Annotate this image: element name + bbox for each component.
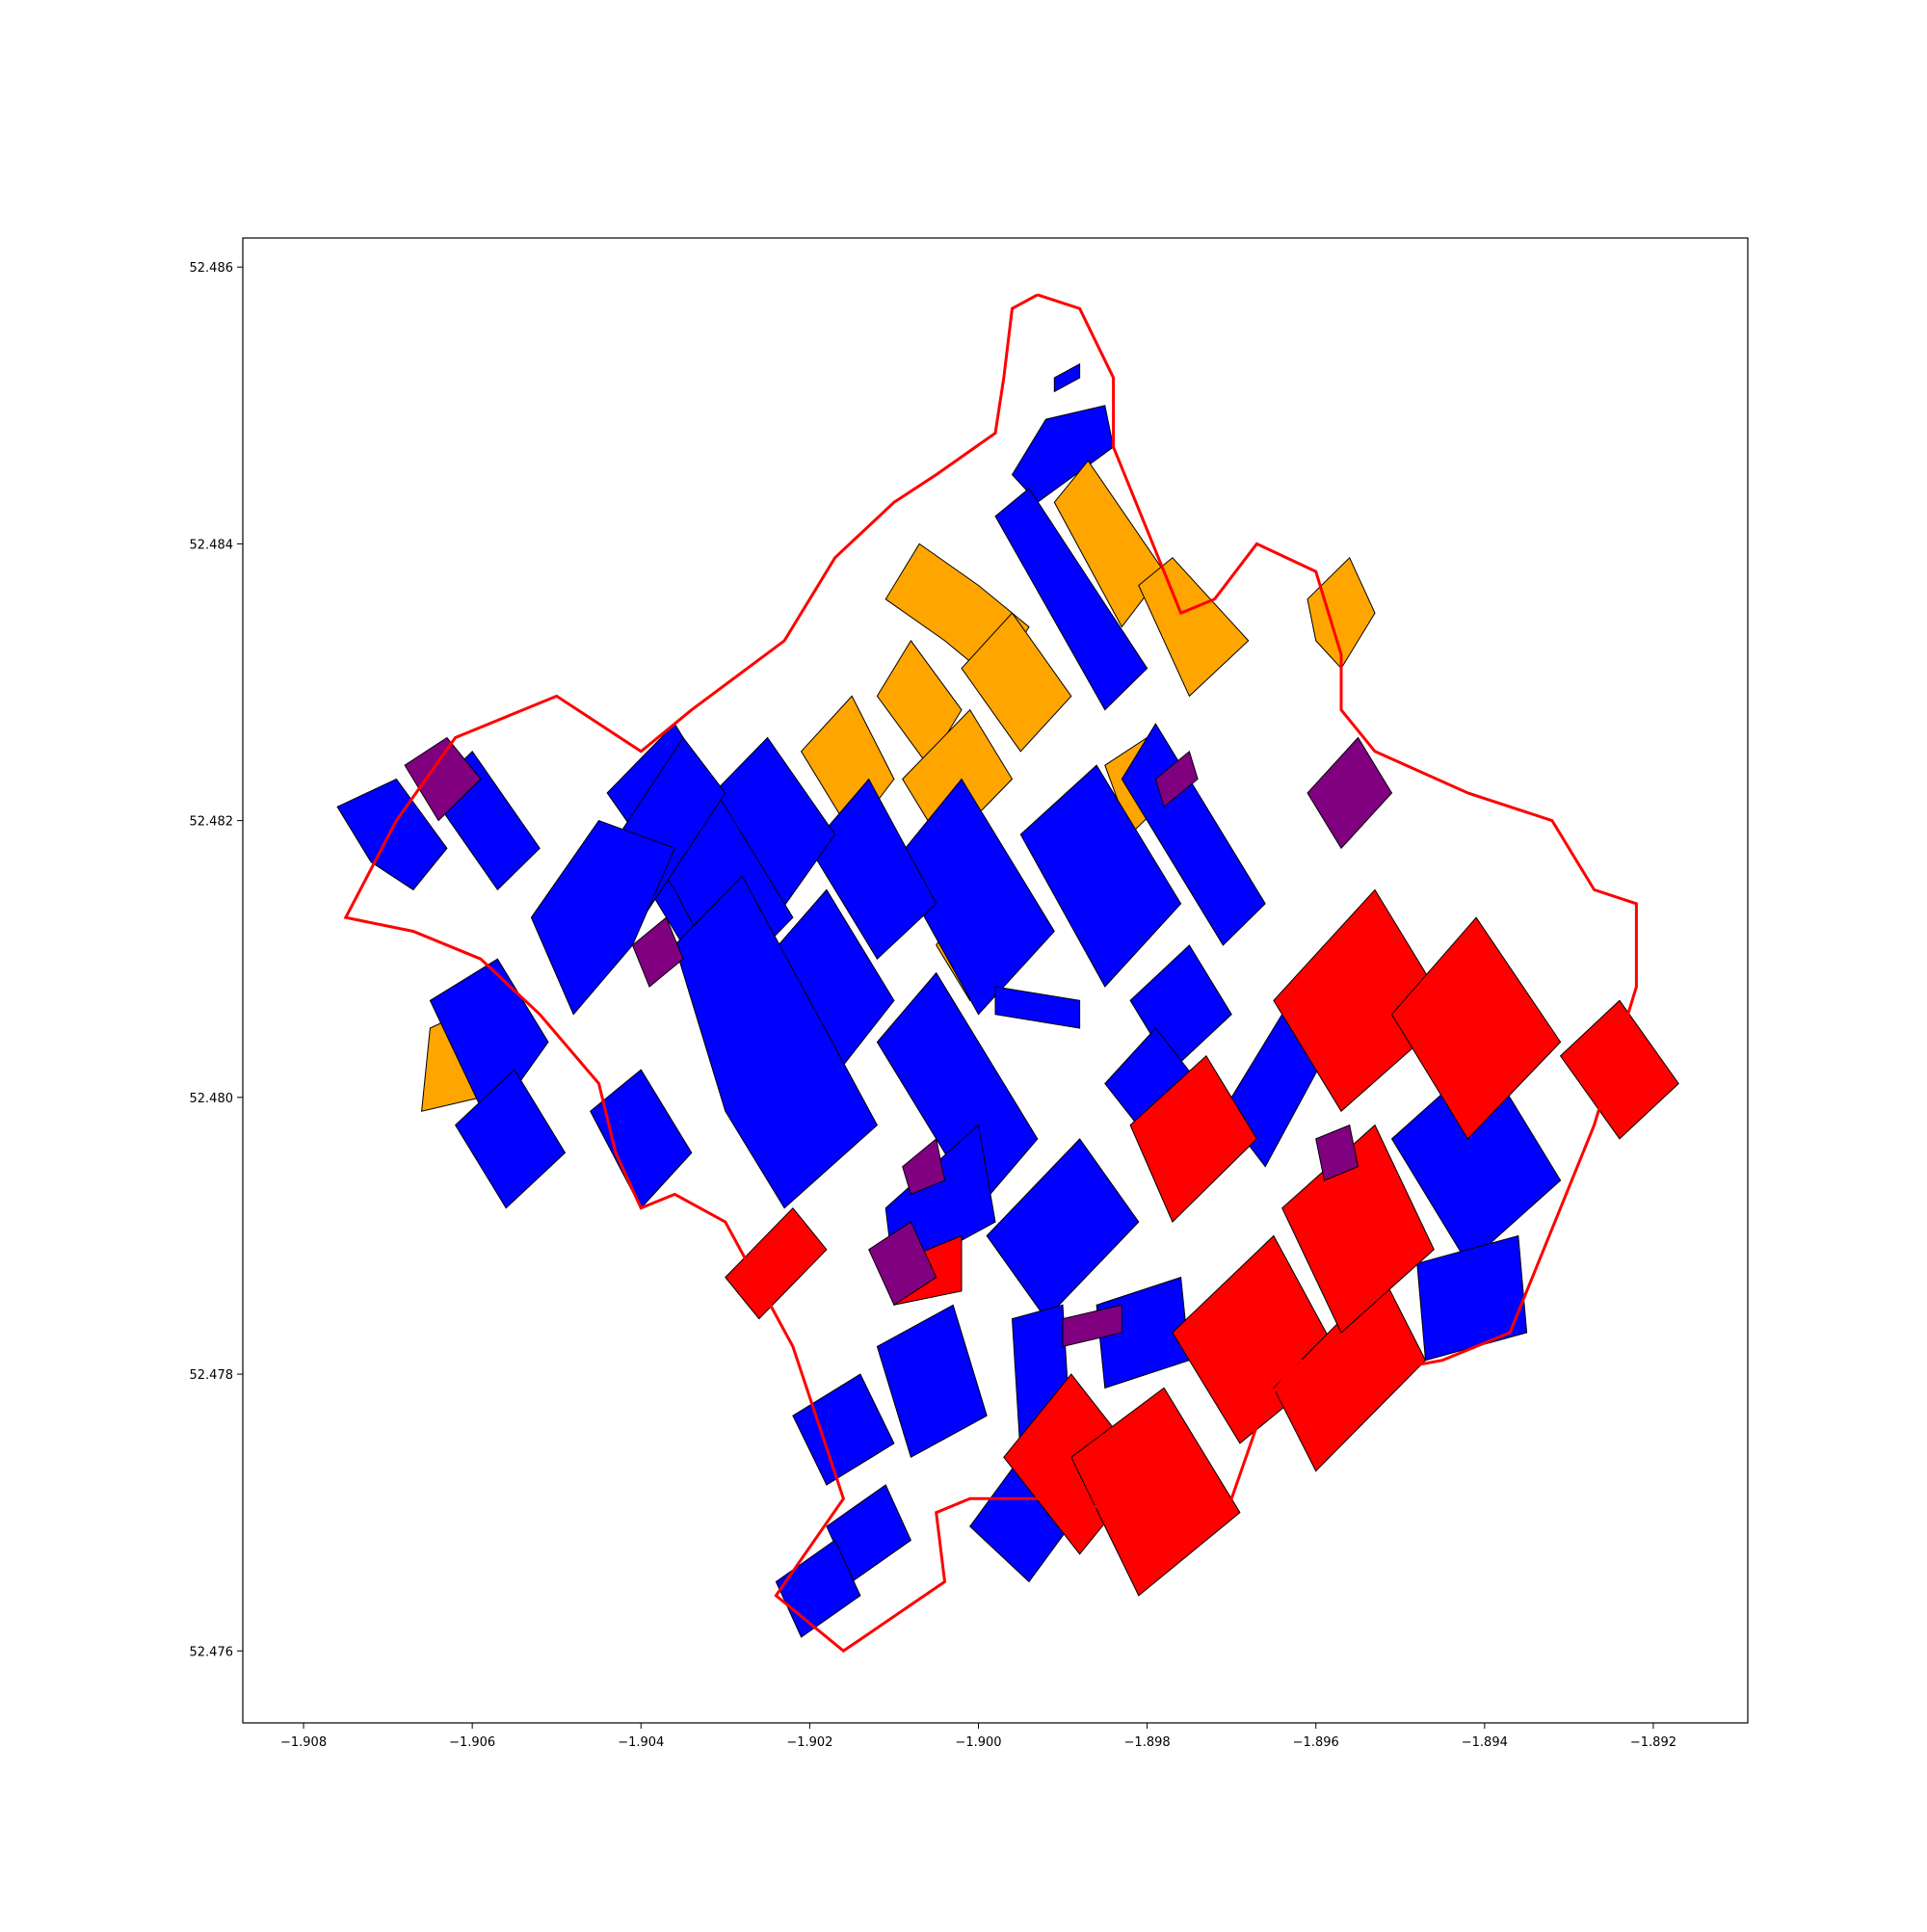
feature-blue-2 xyxy=(994,488,1148,711)
x-tick-label-2: −1.904 xyxy=(618,1735,664,1750)
y-tick-label-4: 52.484 xyxy=(190,538,234,552)
y-tick-label-3: 52.482 xyxy=(190,815,234,830)
feature-orange-5 xyxy=(1307,556,1376,670)
feature-orange-7 xyxy=(961,612,1072,753)
feature-purple-63 xyxy=(1307,736,1393,850)
x-tick-label-6: −1.896 xyxy=(1293,1735,1339,1750)
x-tick-label-7: −1.894 xyxy=(1462,1735,1508,1750)
x-tick-label-0: −1.908 xyxy=(280,1735,327,1750)
feature-blue-42 xyxy=(792,1373,895,1486)
y-axis: 52.476 52.478 52.480 52.482 52.484 52.486 xyxy=(190,261,243,1659)
feature-blue-16 xyxy=(893,778,1055,1016)
feature-red-55 xyxy=(725,1206,828,1320)
boundary-outline xyxy=(343,293,1638,1654)
feature-red-51 xyxy=(1129,1055,1258,1223)
feature-blue-29 xyxy=(454,1069,567,1209)
feature-blue-27 xyxy=(336,778,448,891)
building-features xyxy=(336,362,1679,1638)
feature-blue-21 xyxy=(876,971,1039,1209)
feature-blue-24 xyxy=(673,875,879,1209)
feature-blue-33 xyxy=(994,986,1081,1029)
boundary-line xyxy=(343,293,1638,1654)
x-tick-label-8: −1.892 xyxy=(1630,1735,1676,1750)
y-tick-label-0: 52.476 xyxy=(190,1645,234,1659)
feature-blue-1 xyxy=(1053,362,1081,393)
feature-purple-60 xyxy=(868,1221,937,1307)
feature-blue-15 xyxy=(1019,764,1182,988)
feature-purple-64 xyxy=(1315,1124,1359,1181)
feature-red-53 xyxy=(1390,916,1562,1140)
feature-purple-57 xyxy=(404,736,482,822)
feature-purple-62 xyxy=(1154,750,1199,808)
feature-blue-32 xyxy=(986,1138,1140,1320)
feature-blue-38 xyxy=(1416,1234,1528,1362)
x-tick-label-5: −1.898 xyxy=(1124,1735,1171,1750)
x-tick-label-1: −1.906 xyxy=(449,1735,495,1750)
feature-orange-8 xyxy=(876,640,963,767)
plot-frame xyxy=(242,237,1749,1724)
y-tick-label-5: 52.486 xyxy=(190,261,234,276)
feature-purple-58 xyxy=(631,916,684,988)
x-tick-label-4: −1.900 xyxy=(955,1735,1001,1750)
feature-blue-25 xyxy=(530,819,675,1016)
feature-purple-59 xyxy=(902,1137,946,1196)
x-tick-label-3: −1.902 xyxy=(786,1735,832,1750)
feature-blue-17 xyxy=(808,778,937,960)
y-tick-label-2: 52.480 xyxy=(190,1092,234,1106)
x-axis: −1.908 −1.906 −1.904 −1.902 −1.900 −1.898 −1.8… xyxy=(280,1723,1676,1750)
feature-blue-41 xyxy=(876,1304,988,1459)
feature-blue-30 xyxy=(590,1069,693,1209)
feature-purple-61 xyxy=(1062,1304,1122,1348)
feature-red-47 xyxy=(1070,1387,1241,1597)
y-tick-label-1: 52.478 xyxy=(190,1368,234,1383)
